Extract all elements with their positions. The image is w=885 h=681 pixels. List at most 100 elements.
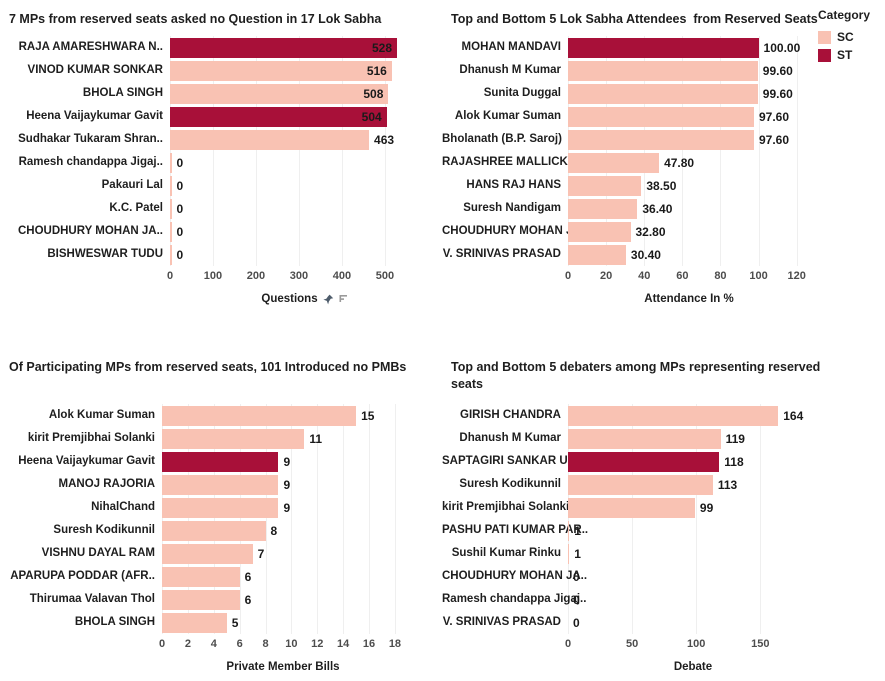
bar[interactable] <box>162 612 227 633</box>
row-label[interactable]: Ramesh chandappa Jigaj.. <box>442 593 587 605</box>
row-label[interactable]: Heena Vaijaykumar Gavit <box>26 110 163 122</box>
bar[interactable] <box>162 566 240 587</box>
row-label[interactable]: Suresh Kodikunnil <box>53 524 155 536</box>
bar[interactable] <box>170 244 172 265</box>
bar[interactable] <box>568 198 638 219</box>
bar[interactable] <box>170 175 172 196</box>
axis-tick-label: 80 <box>714 270 727 282</box>
bar[interactable] <box>568 60 758 81</box>
row-label[interactable]: Alok Kumar Suman <box>454 110 561 122</box>
row-label[interactable]: Sushil Kumar Rinku <box>451 547 561 559</box>
row-label[interactable]: Pakauri Lal <box>101 179 163 191</box>
row-label[interactable]: Heena Vaijaykumar Gavit <box>18 455 155 467</box>
bar[interactable] <box>568 37 759 58</box>
row-label[interactable]: V. SRINIVAS PRASAD <box>442 248 561 260</box>
row-label[interactable]: Thirumaa Valavan Thol <box>29 593 155 605</box>
bar[interactable] <box>162 589 240 610</box>
row-label[interactable]: RAJASHREE MALLICK <box>442 156 568 168</box>
bar[interactable] <box>568 221 631 242</box>
bar[interactable] <box>170 198 172 219</box>
bar[interactable] <box>162 520 266 541</box>
row-label[interactable]: MOHAN MANDAVI <box>461 41 561 53</box>
pin-icon[interactable] <box>323 294 334 305</box>
legend-item-st[interactable]: ST <box>818 46 884 64</box>
bar[interactable] <box>568 543 570 564</box>
bar-track: 164 <box>568 405 818 426</box>
row-label[interactable]: kirit Premjibhai Solanki <box>442 501 570 513</box>
bar[interactable] <box>568 152 660 173</box>
row-label[interactable]: Dhanush M Kumar <box>459 64 561 76</box>
bar[interactable] <box>162 474 279 495</box>
row-label[interactable]: Sunita Duggal <box>483 87 561 99</box>
value-label: 8 <box>270 523 278 538</box>
row-label[interactable]: GIRISH CHANDRA <box>460 409 561 421</box>
bar[interactable] <box>170 152 172 173</box>
bar[interactable]: 528 <box>170 37 397 58</box>
bar[interactable]: 516 <box>170 60 392 81</box>
bar[interactable]: 504 <box>170 106 387 127</box>
row-label[interactable]: APARUPA PODDAR (AFR.. <box>10 570 155 582</box>
axis-tick-label: 0 <box>564 270 572 282</box>
row-label[interactable]: V. SRINIVAS PRASAD <box>442 616 561 628</box>
bar[interactable] <box>568 428 721 449</box>
bar[interactable] <box>162 543 253 564</box>
bar[interactable] <box>568 405 779 426</box>
row-label[interactable]: Alok Kumar Suman <box>48 409 155 421</box>
bar[interactable] <box>568 451 720 472</box>
st-color-swatch <box>818 48 831 62</box>
legend-item-label: ST <box>837 48 853 62</box>
bar[interactable] <box>568 520 570 541</box>
bar[interactable] <box>568 129 754 150</box>
sort-descending-icon[interactable] <box>339 294 349 304</box>
row-label[interactable]: Ramesh chandappa Jigaj.. <box>18 156 163 168</box>
axis-tick-label: 120 <box>787 270 806 282</box>
bar[interactable] <box>162 451 279 472</box>
bar[interactable] <box>170 221 172 242</box>
row-label[interactable]: kirit Premjibhai Solanki <box>27 432 155 444</box>
bar-row: Sunita Duggal 99.60 <box>442 82 885 105</box>
bar[interactable] <box>568 497 695 518</box>
bar[interactable] <box>568 175 642 196</box>
bar-row: CHOUDHURY MOHAN JA.. 0 <box>442 565 885 588</box>
bar[interactable] <box>568 474 713 495</box>
row-label[interactable]: BHOLA SINGH <box>74 616 155 628</box>
row-label[interactable]: SAPTAGIRI SANKAR ULA.. <box>442 455 590 467</box>
bar[interactable] <box>568 244 626 265</box>
bar[interactable] <box>162 405 357 426</box>
axis-tick-label: 0 <box>166 270 174 282</box>
row-label[interactable]: VINOD KUMAR SONKAR <box>27 64 163 76</box>
bar[interactable] <box>162 428 305 449</box>
row-label[interactable]: Sudhakar Tukaram Shran.. <box>18 133 163 145</box>
legend-item-sc[interactable]: SC <box>818 28 884 46</box>
bar[interactable] <box>568 83 758 104</box>
row-label[interactable]: PASHU PATI KUMAR PAR.. <box>442 524 589 536</box>
row-label[interactable]: K.C. Patel <box>109 202 163 214</box>
row-label[interactable]: VISHNU DAYAL RAM <box>41 547 155 559</box>
bar-row: VINOD KUMAR SONKAR 516 <box>0 59 442 82</box>
bar-row: BHOLA SINGH 5 <box>0 611 442 634</box>
gridlines <box>170 36 440 266</box>
row-label[interactable]: BISHWESWAR TUDU <box>47 248 163 260</box>
bar[interactable] <box>162 497 279 518</box>
row-label[interactable]: Dhanush M Kumar <box>459 432 561 444</box>
plot-area: MOHAN MANDAVI 100.00 Dhanush M Kumar 99.60 S… <box>442 36 885 305</box>
row-label[interactable]: Suresh Kodikunnil <box>459 478 561 490</box>
bar[interactable]: 508 <box>170 83 389 104</box>
row-label[interactable]: MANOJ RAJORIA <box>58 478 155 490</box>
row-label[interactable]: BHOLA SINGH <box>82 87 163 99</box>
row-label[interactable]: CHOUDHURY MOHAN JA.. <box>442 225 588 237</box>
bar-track: 5 <box>162 612 404 633</box>
row-label[interactable]: NihalChand <box>91 501 155 513</box>
row-label[interactable]: Bholanath (B.P. Saroj) <box>442 133 562 145</box>
row-label[interactable]: CHOUDHURY MOHAN JA.. <box>17 225 163 237</box>
axis-tick-label: 150 <box>751 638 770 650</box>
bar[interactable] <box>568 106 754 127</box>
bar-row: Thirumaa Valavan Thol 6 <box>0 588 442 611</box>
bar[interactable] <box>170 129 370 150</box>
gridline <box>291 404 293 634</box>
row-label[interactable]: RAJA AMARESHWARA N.. <box>18 41 163 53</box>
row-label[interactable]: HANS RAJ HANS <box>466 179 561 191</box>
row-label[interactable]: CHOUDHURY MOHAN JA.. <box>442 570 588 582</box>
row-label[interactable]: Suresh Nandigam <box>463 202 561 214</box>
bar-row: MOHAN MANDAVI 100.00 <box>442 36 885 59</box>
